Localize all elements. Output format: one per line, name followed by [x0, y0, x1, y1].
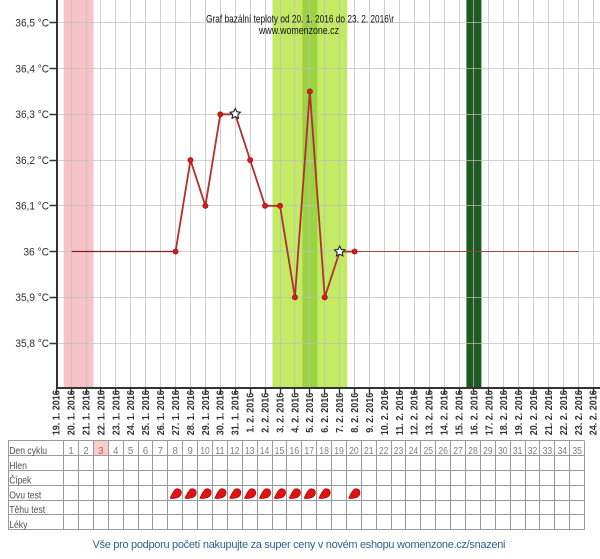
- svg-text:15: 15: [275, 446, 285, 457]
- svg-text:27: 27: [453, 446, 463, 457]
- svg-text:16: 16: [290, 446, 300, 457]
- svg-text:36,2 °C: 36,2 °C: [15, 155, 49, 167]
- svg-text:6. 2. 2016: 6. 2. 2016: [320, 392, 331, 432]
- svg-text:17. 2. 2016: 17. 2. 2016: [484, 390, 495, 435]
- svg-text:17: 17: [304, 446, 314, 457]
- svg-text:1. 2. 2016: 1. 2. 2016: [246, 392, 257, 432]
- svg-text:34: 34: [557, 446, 567, 457]
- svg-text:2: 2: [83, 446, 88, 457]
- svg-text:20: 20: [349, 446, 359, 457]
- svg-text:Hlen: Hlen: [9, 461, 27, 472]
- svg-text:21. 1. 2016: 21. 1. 2016: [81, 390, 92, 435]
- svg-text:8: 8: [173, 446, 179, 457]
- svg-text:7: 7: [158, 446, 163, 457]
- svg-text:12. 2. 2016: 12. 2. 2016: [410, 390, 421, 435]
- svg-text:8. 2. 2016: 8. 2. 2016: [350, 392, 361, 432]
- svg-text:25. 1. 2016: 25. 1. 2016: [141, 390, 152, 435]
- svg-text:29. 1. 2016: 29. 1. 2016: [201, 390, 212, 435]
- svg-text:16. 2. 2016: 16. 2. 2016: [469, 390, 480, 435]
- svg-text:10. 2. 2016: 10. 2. 2016: [380, 390, 391, 435]
- svg-text:5: 5: [128, 446, 134, 457]
- svg-text:18: 18: [319, 446, 329, 457]
- svg-text:Den cyklu: Den cyklu: [9, 446, 47, 457]
- svg-text:36,1 °C: 36,1 °C: [15, 201, 49, 213]
- svg-text:19: 19: [334, 446, 344, 457]
- svg-text:35: 35: [572, 446, 582, 457]
- svg-text:12: 12: [230, 446, 240, 457]
- svg-text:15. 2. 2016: 15. 2. 2016: [454, 390, 465, 435]
- svg-text:3: 3: [98, 446, 104, 457]
- svg-text:30. 1. 2016: 30. 1. 2016: [216, 390, 227, 435]
- svg-text:Čípek: Čípek: [9, 476, 31, 487]
- svg-text:22: 22: [379, 446, 389, 457]
- svg-text:29: 29: [483, 446, 493, 457]
- svg-text:33: 33: [543, 446, 553, 457]
- svg-text:4: 4: [113, 446, 119, 457]
- svg-text:32: 32: [528, 446, 538, 457]
- svg-text:20. 2. 2016: 20. 2. 2016: [529, 390, 540, 435]
- svg-text:2. 2. 2016: 2. 2. 2016: [260, 392, 271, 432]
- svg-text:20. 1. 2016: 20. 1. 2016: [67, 390, 78, 435]
- svg-text:36 °C: 36 °C: [23, 246, 49, 258]
- svg-text:Graf bazální teploty od 20. 1.: Graf bazální teploty od 20. 1. 2016 do 2…: [206, 14, 394, 26]
- svg-text:36,5 °C: 36,5 °C: [15, 18, 49, 30]
- svg-text:26. 1. 2016: 26. 1. 2016: [156, 390, 167, 435]
- svg-text:23: 23: [394, 446, 404, 457]
- svg-text:28. 1. 2016: 28. 1. 2016: [186, 390, 197, 435]
- svg-text:27. 1. 2016: 27. 1. 2016: [171, 390, 182, 435]
- svg-text:18. 2. 2016: 18. 2. 2016: [499, 390, 510, 435]
- svg-text:26: 26: [438, 446, 448, 457]
- svg-text:31: 31: [513, 446, 523, 457]
- svg-text:www.womenzone.cz: www.womenzone.cz: [258, 25, 339, 37]
- svg-text:23. 2. 2016: 23. 2. 2016: [574, 390, 585, 435]
- svg-text:23. 1. 2016: 23. 1. 2016: [111, 390, 122, 435]
- svg-text:24. 1. 2016: 24. 1. 2016: [126, 390, 137, 435]
- svg-text:19. 1. 2016: 19. 1. 2016: [52, 390, 63, 435]
- svg-text:Léky: Léky: [9, 520, 27, 531]
- svg-text:31. 1. 2016: 31. 1. 2016: [231, 390, 242, 435]
- svg-text:22. 1. 2016: 22. 1. 2016: [96, 390, 107, 435]
- svg-text:13. 2. 2016: 13. 2. 2016: [425, 390, 436, 435]
- svg-text:1: 1: [68, 446, 73, 457]
- svg-text:28: 28: [468, 446, 478, 457]
- svg-text:Těhu test: Těhu test: [9, 505, 45, 516]
- svg-text:25: 25: [424, 446, 434, 457]
- svg-text:22. 2. 2016: 22. 2. 2016: [559, 390, 570, 435]
- svg-text:30: 30: [498, 446, 508, 457]
- svg-text:7. 2. 2016: 7. 2. 2016: [335, 392, 346, 432]
- svg-text:11. 2. 2016: 11. 2. 2016: [395, 390, 406, 435]
- svg-text:13: 13: [245, 446, 255, 457]
- svg-text:3. 2. 2016: 3. 2. 2016: [275, 392, 286, 432]
- svg-text:5. 2. 2016: 5. 2. 2016: [305, 392, 316, 432]
- svg-text:Ovu test: Ovu test: [9, 490, 41, 501]
- svg-text:6: 6: [143, 446, 149, 457]
- svg-text:24: 24: [409, 446, 419, 457]
- svg-text:9: 9: [187, 446, 192, 457]
- svg-text:36,4 °C: 36,4 °C: [15, 63, 49, 75]
- svg-text:24. 2. 2016: 24. 2. 2016: [589, 390, 600, 435]
- svg-text:10: 10: [200, 446, 210, 457]
- svg-text:21. 2. 2016: 21. 2. 2016: [544, 390, 555, 435]
- svg-text:4. 2. 2016: 4. 2. 2016: [290, 392, 301, 432]
- svg-text:21: 21: [364, 446, 374, 457]
- svg-text:9. 2. 2016: 9. 2. 2016: [365, 392, 376, 432]
- svg-text:14: 14: [260, 446, 270, 457]
- svg-text:35,9 °C: 35,9 °C: [15, 292, 49, 304]
- svg-text:35,8 °C: 35,8 °C: [15, 338, 49, 350]
- svg-text:14. 2. 2016: 14. 2. 2016: [440, 390, 451, 435]
- svg-text:19. 2. 2016: 19. 2. 2016: [514, 390, 525, 435]
- svg-text:11: 11: [215, 446, 225, 457]
- svg-text:36,3 °C: 36,3 °C: [15, 109, 49, 121]
- svg-text:Vše pro podporu početí nakupuj: Vše pro podporu početí nakupujte za supe…: [93, 539, 506, 551]
